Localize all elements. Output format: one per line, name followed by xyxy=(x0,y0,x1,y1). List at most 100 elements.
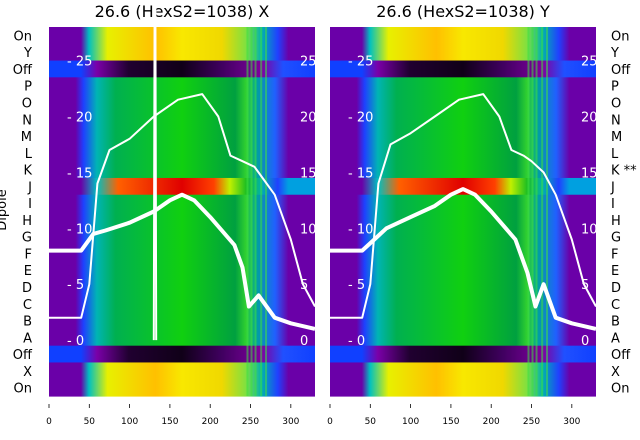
row-label: P xyxy=(24,80,32,95)
x-tick-label: 200 xyxy=(483,417,500,427)
row-label: H xyxy=(611,214,621,229)
row-label: Off xyxy=(611,63,631,78)
row-label: On xyxy=(611,382,629,397)
x-tick-label: 100 xyxy=(402,417,419,427)
heatmap-row xyxy=(330,194,596,213)
overlay-tick-label: - 10 xyxy=(348,222,373,237)
heatmap-row xyxy=(49,144,315,162)
x-tick-label: 250 xyxy=(523,417,540,427)
x-tick-label: 200 xyxy=(202,417,219,427)
heatmap-row xyxy=(49,43,315,62)
overlay-tick-label: - 15 xyxy=(67,166,92,181)
x-tick-label: 100 xyxy=(121,417,138,427)
row-label: L xyxy=(611,147,619,162)
row-label: E xyxy=(24,264,32,279)
heatmap-row xyxy=(49,94,315,112)
heatmap-plot-area: - 0 0- 5 5- 10 10- 15 15- 20 20- 25 25 xyxy=(49,3,317,397)
overlay-series-line xyxy=(330,187,597,331)
heatmap-stripe xyxy=(531,27,534,396)
row-label: E xyxy=(611,264,619,279)
row-label: D xyxy=(22,281,32,296)
heatmap-row xyxy=(330,312,596,330)
chart-title: 26.6 (HexS2=1038) X xyxy=(95,2,270,21)
heatmap-row xyxy=(49,312,315,330)
overlay-tick-label: - 15 xyxy=(348,166,373,181)
row-label: K ** xyxy=(611,164,637,179)
overlay-tick-label: - 20 xyxy=(348,110,373,125)
overlay-series-line xyxy=(49,93,316,319)
row-label: P xyxy=(611,80,619,95)
heatmap-row xyxy=(49,362,315,380)
heatmap-stripe xyxy=(254,27,257,396)
overlay-tick-label: - 25 xyxy=(348,55,373,70)
row-label: N xyxy=(22,113,32,128)
overlay-tick-label-right: 0 xyxy=(581,334,589,349)
x-tick-label: 50 xyxy=(365,417,377,427)
row-label: Off xyxy=(13,348,33,363)
x-tick-label: 250 xyxy=(242,417,259,427)
heatmap-row xyxy=(49,127,315,146)
heatmap-plot-area: - 0 0- 5 5- 10 10- 15 15- 20 20- 25 25 xyxy=(330,27,598,397)
heatmap-row xyxy=(49,211,315,229)
heatmap-row xyxy=(330,345,596,364)
row-label: O xyxy=(22,96,32,111)
row-label: Off xyxy=(13,63,33,78)
row-label: L xyxy=(25,147,33,162)
heatmap-row xyxy=(330,110,596,129)
heatmap-row xyxy=(330,228,596,246)
heatmap-stripe xyxy=(246,27,249,396)
heatmap-row xyxy=(330,94,596,112)
row-label: G xyxy=(22,231,32,246)
row-label: Y xyxy=(610,46,619,61)
row-label: X xyxy=(23,365,32,380)
overlay-tick-label: - 10 xyxy=(67,222,92,237)
chart-title: 26.6 (HexS2=1038) Y xyxy=(376,2,550,21)
heatmap-stripe xyxy=(541,27,544,396)
heatmap-row xyxy=(330,362,596,380)
heatmap-stripe xyxy=(250,27,253,396)
x-tick-label: 150 xyxy=(161,417,178,427)
x-tick-label: 300 xyxy=(282,417,299,427)
heatmap-row xyxy=(49,228,315,246)
overlay-tick-label-right: 25 xyxy=(300,55,317,70)
heatmap-row xyxy=(330,77,596,95)
heatmap-row xyxy=(330,144,596,162)
heatmap-row xyxy=(49,177,315,196)
heatmap-row xyxy=(49,194,315,213)
overlay-tick-label-right: 10 xyxy=(581,222,598,237)
heatmap-row xyxy=(330,295,596,313)
heatmap-row xyxy=(330,245,596,263)
row-label: On xyxy=(14,382,32,397)
row-label: G xyxy=(611,231,621,246)
x-tick-label: 0 xyxy=(46,417,52,427)
row-label: C xyxy=(611,298,620,313)
heatmap-stripe xyxy=(260,27,263,396)
row-label: On xyxy=(14,29,32,44)
heatmap-row xyxy=(49,110,315,129)
x-tick-labels: 0 50 100 150 200 250 300 xyxy=(46,404,300,427)
overlay-tick-label-right: 10 xyxy=(300,222,317,237)
row-label: C xyxy=(23,298,32,313)
row-label: F xyxy=(25,247,32,262)
heatmap-row xyxy=(330,27,596,45)
overlay-tick-label-right: 20 xyxy=(581,110,598,125)
overlay-tick-label: - 0 xyxy=(67,334,84,349)
overlay-series-line xyxy=(152,3,158,341)
row-label: On xyxy=(611,29,629,44)
heatmap-row xyxy=(49,379,315,397)
x-tick-label: 300 xyxy=(563,417,580,427)
heatmap-panel-y: 26.6 (HexS2=1038) Y - 0 0- 5 5- 10 10- 15 15… xyxy=(327,2,637,427)
overlay-tick-label: - 0 xyxy=(348,334,365,349)
row-label: Y xyxy=(23,46,32,61)
row-label: B xyxy=(611,315,620,330)
heatmap-row xyxy=(330,127,596,146)
heatmap-row xyxy=(330,328,596,347)
heatmap-row xyxy=(49,278,315,296)
row-label: D xyxy=(611,281,621,296)
heatmap-row xyxy=(49,328,315,347)
heatmap-row xyxy=(330,177,596,196)
heatmap-row xyxy=(49,345,315,364)
